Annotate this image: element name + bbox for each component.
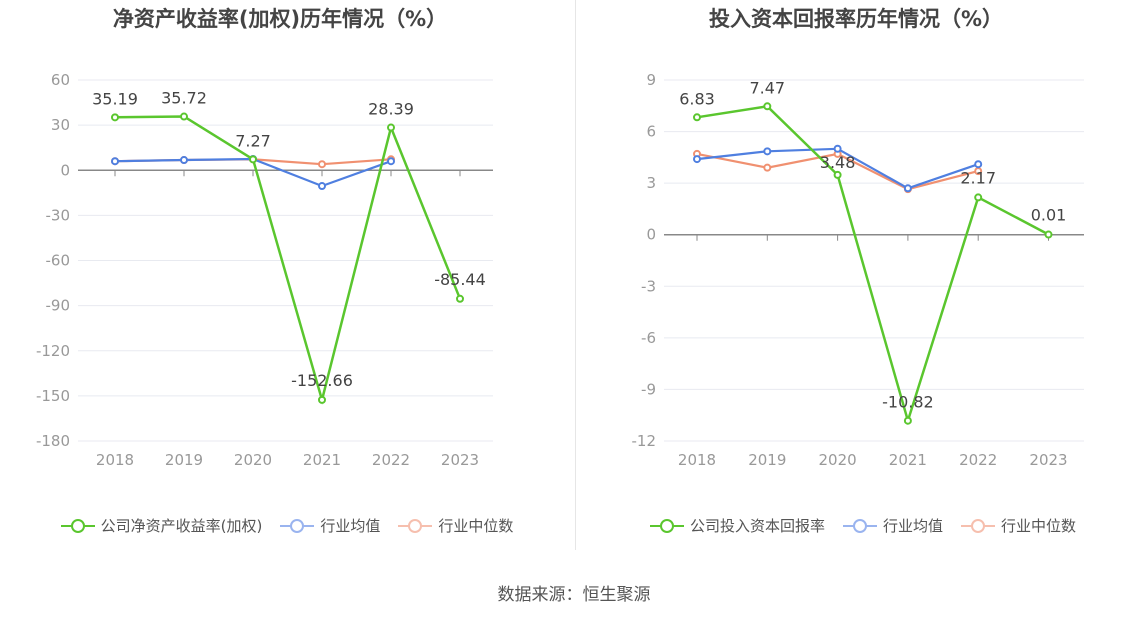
data-point: [387, 157, 395, 166]
legend-swatch-icon: [280, 518, 315, 533]
chart-legend: 公司投入资本回报率 行业均值 行业中位数: [576, 515, 1148, 536]
x-tick-label: 2022: [372, 451, 410, 469]
series-line: [114, 115, 462, 405]
x-tick-label: 2018: [96, 451, 134, 469]
panel-divider: [575, 0, 576, 550]
data-point: [903, 416, 912, 425]
data-point: [833, 144, 842, 153]
roe-line-chart: 60 30 0 -30 -60 -90 -120 -150 -180 2018 2019 2020 20…: [36, 71, 493, 469]
y-tick-label: -150: [36, 387, 70, 405]
data-point: [763, 102, 772, 111]
legend-label: 公司净资产收益率(加权): [100, 517, 263, 535]
legend-label: 行业均值: [882, 517, 943, 535]
data-label: 7.27: [235, 131, 271, 150]
legend-label: 行业均值: [320, 517, 381, 535]
y-tick-label: 9: [646, 71, 656, 89]
data-point: [903, 184, 912, 193]
data-point: [974, 160, 983, 169]
data-label: -10.82: [882, 393, 934, 412]
legend-label: 行业中位数: [438, 517, 514, 535]
y-tick-label: -9: [641, 380, 656, 398]
data-point: [180, 156, 188, 165]
y-tick-label: 6: [646, 123, 656, 141]
data-label: 3.48: [820, 153, 856, 172]
y-tick-label: 60: [51, 71, 70, 89]
data-point: [763, 147, 772, 156]
x-tick-label: 2021: [303, 451, 341, 469]
legend-swatch-icon: [649, 518, 684, 533]
data-point: [387, 123, 395, 132]
chart-legend: 公司净资产收益率(加权) 行业均值 行业中位数: [0, 515, 574, 536]
legend-item-company[interactable]: 公司投入资本回报率: [649, 515, 825, 536]
y-tick-label: -90: [46, 297, 71, 315]
y-tick-label: -3: [641, 277, 656, 295]
data-point: [318, 182, 326, 191]
y-tick-label: 3: [646, 174, 656, 192]
x-tick-label: 2018: [678, 451, 716, 469]
legend-swatch-icon: [842, 518, 877, 533]
data-label: 2.17: [960, 168, 996, 187]
legend-item-industry-mean[interactable]: 行业均值: [842, 515, 943, 536]
y-tick-label: 30: [51, 116, 70, 134]
data-label: 35.19: [92, 89, 138, 108]
data-point: [318, 395, 326, 404]
legend-swatch-icon: [60, 518, 95, 533]
legend-item-company[interactable]: 公司净资产收益率(加权): [60, 515, 263, 536]
data-label: 28.39: [368, 100, 414, 119]
data-point: [249, 155, 257, 164]
data-label: -152.66: [291, 371, 353, 390]
data-point: [833, 170, 842, 179]
x-tick-label: 2019: [165, 451, 203, 469]
series-line: [696, 104, 1050, 426]
data-point: [693, 155, 701, 164]
roe-chart-panel: 净资产收益率(加权)历年情况（%） 60 30 0 -30 -60 -90 -120 -150…: [0, 0, 574, 560]
data-point: [180, 112, 188, 121]
data-point: [1044, 230, 1053, 239]
y-tick-label: 0: [60, 161, 70, 179]
y-tick-label: -180: [36, 432, 70, 450]
y-tick-label: -120: [36, 342, 70, 360]
data-point: [318, 160, 326, 169]
x-tick-label: 2021: [889, 451, 927, 469]
x-tick-label: 2022: [959, 451, 997, 469]
data-point: [693, 113, 701, 122]
data-point: [111, 113, 119, 122]
data-label: -85.44: [434, 270, 486, 289]
x-tick-label: 2020: [234, 451, 272, 469]
data-label: 0.01: [1031, 206, 1067, 225]
legend-swatch-icon: [961, 518, 995, 533]
roic-chart-panel: 投入资本回报率历年情况（%） 9 6 3 0 -3 -6 -9 -12 2018 2019 2020…: [576, 0, 1148, 560]
y-tick-label: -30: [46, 206, 71, 224]
y-tick-label: -60: [46, 252, 71, 270]
y-tick-label: -6: [641, 329, 656, 347]
y-tick-label: -12: [632, 432, 657, 450]
x-tick-label: 2019: [748, 451, 786, 469]
chart-title: 投入资本回报率历年情况（%）: [708, 7, 1004, 31]
roic-line-chart: 9 6 3 0 -3 -6 -9 -12 2018 2019 2020 2021 2022 2023 6.8…: [632, 71, 1084, 469]
legend-item-industry-mean[interactable]: 行业均值: [280, 515, 380, 536]
data-point: [974, 193, 983, 202]
x-tick-label: 2023: [441, 451, 479, 469]
chart-title: 净资产收益率(加权)历年情况（%）: [112, 7, 448, 31]
legend-item-industry-median[interactable]: 行业中位数: [961, 515, 1076, 536]
legend-item-industry-median[interactable]: 行业中位数: [398, 515, 513, 536]
y-tick-label: 0: [646, 226, 656, 244]
legend-label: 行业中位数: [1001, 517, 1077, 535]
x-tick-label: 2023: [1029, 451, 1067, 469]
data-label: 7.47: [749, 78, 785, 97]
data-label: 35.72: [161, 89, 207, 108]
x-tick-label: 2020: [819, 451, 857, 469]
legend-label: 公司投入资本回报率: [689, 517, 825, 535]
data-label: 6.83: [679, 89, 715, 108]
data-point: [456, 294, 464, 303]
data-point: [763, 163, 772, 172]
data-point: [111, 157, 119, 166]
legend-swatch-icon: [398, 518, 433, 533]
data-source-note: 数据来源：恒生聚源: [497, 585, 651, 605]
